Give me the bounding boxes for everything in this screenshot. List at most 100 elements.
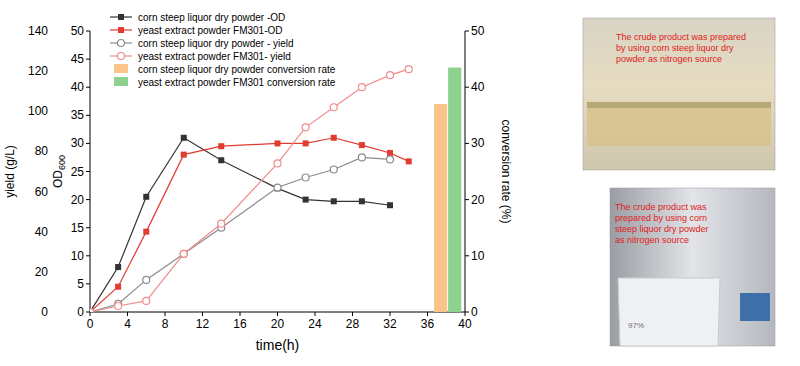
photo-liquid	[587, 106, 771, 146]
x-tick-label: 36	[421, 317, 435, 331]
x-tick	[352, 312, 353, 316]
figure: 0481216202428323640020406080100120140051…	[0, 0, 800, 366]
point	[302, 174, 309, 181]
y3-tick-label: 30	[471, 136, 485, 150]
y-tick-label: 0	[41, 305, 48, 319]
y3-axis-line	[465, 31, 466, 312]
y2-axis-title-main: OD	[51, 170, 65, 188]
photo-caption: The crude product was preparedby using c…	[616, 32, 746, 64]
caption-line: as nitrogen source	[615, 235, 689, 245]
y2-tick-label: 45	[71, 52, 85, 66]
bar	[448, 68, 461, 312]
y2-tick	[86, 227, 90, 228]
point	[274, 184, 281, 191]
series-line	[90, 138, 390, 312]
legend-swatch	[114, 64, 128, 73]
point	[387, 72, 394, 79]
y2-tick-label: 10	[71, 249, 85, 263]
point	[359, 198, 365, 204]
x-tick-label: 20	[271, 317, 285, 331]
y3-tick-label: 10	[471, 249, 485, 263]
legend-marker	[118, 53, 125, 60]
y2-tick	[86, 31, 90, 32]
photo-frame	[583, 18, 775, 170]
point	[181, 152, 187, 158]
x-tick	[240, 312, 241, 316]
x-tick-label: 16	[233, 317, 247, 331]
point	[331, 135, 337, 141]
y3-tick-label: 0	[471, 305, 478, 319]
y2-tick	[86, 283, 90, 284]
y2-tick	[86, 312, 90, 313]
caption-line: powder as nitrogen source	[616, 54, 722, 64]
legend-marker	[118, 40, 125, 47]
y3-tick	[465, 31, 469, 32]
series-line	[90, 69, 409, 312]
photo-label: 97%	[628, 321, 644, 330]
point	[90, 309, 93, 312]
point	[330, 166, 337, 173]
photo-object	[740, 293, 770, 321]
x-tick-label: 24	[308, 317, 322, 331]
y-tick-label: 20	[35, 265, 49, 279]
y2-axis-title: OD600	[51, 155, 67, 188]
caption-line: steep liquor dry powder	[615, 224, 709, 234]
x-tick	[465, 312, 466, 316]
photo-rim	[587, 102, 771, 108]
y2-tick	[86, 59, 90, 60]
point	[218, 220, 225, 227]
y2-tick-label: 0	[77, 305, 84, 319]
point	[90, 309, 94, 313]
bar	[434, 104, 447, 312]
legend-swatch	[114, 77, 128, 86]
point	[274, 160, 281, 167]
point	[115, 284, 121, 290]
y-tick-label: 140	[28, 24, 48, 38]
legend-label: corn steep liquor dry powder - yield	[138, 38, 294, 49]
point	[406, 158, 412, 164]
point	[180, 250, 187, 257]
x-tick-label: 8	[162, 317, 169, 331]
point	[303, 140, 309, 146]
point	[331, 198, 337, 204]
point	[115, 302, 122, 309]
point	[303, 197, 309, 203]
y3-tick	[465, 255, 469, 256]
x-tick	[390, 312, 391, 316]
y2-tick-label: 20	[71, 193, 85, 207]
photo-caption: The crude product wasprepared by using c…	[615, 202, 709, 245]
point	[115, 264, 121, 270]
point	[143, 297, 150, 304]
point	[143, 229, 149, 235]
y2-tick	[86, 143, 90, 144]
photo-tube	[618, 278, 720, 346]
point	[90, 309, 94, 313]
point	[387, 202, 393, 208]
x-tick-label: 32	[383, 317, 397, 331]
legend-label: yeast extract powder FM301 conversion ra…	[138, 77, 336, 88]
y-tick-label: 120	[28, 64, 48, 78]
legend-marker	[118, 14, 124, 20]
x-tick	[127, 312, 128, 316]
y2-tick-label: 5	[77, 277, 84, 291]
x-tick	[165, 312, 166, 316]
legend-label: corn steep liquor dry powder -OD	[138, 12, 285, 23]
point	[387, 150, 393, 156]
y2-axis-title-sub: 600	[57, 155, 67, 170]
y3-tick	[465, 87, 469, 88]
caption-line: prepared by using corn	[615, 213, 707, 223]
caption-line: by using corn steep liquor dry	[616, 43, 734, 53]
y3-tick-label: 40	[471, 80, 485, 94]
photo: The crude product wasprepared by using c…	[610, 188, 775, 346]
caption-line: The crude product was prepared	[616, 32, 746, 42]
y-axis-title: yield (g/L)	[3, 145, 17, 198]
y2-tick	[86, 87, 90, 88]
photo: The crude product was preparedby using c…	[583, 18, 775, 170]
x-tick	[277, 312, 278, 316]
series-line	[90, 138, 409, 312]
y-tick-label: 40	[35, 225, 49, 239]
y2-tick	[86, 171, 90, 172]
y2-tick	[86, 115, 90, 116]
legend-marker	[118, 27, 124, 33]
y3-tick-label: 50	[471, 24, 485, 38]
